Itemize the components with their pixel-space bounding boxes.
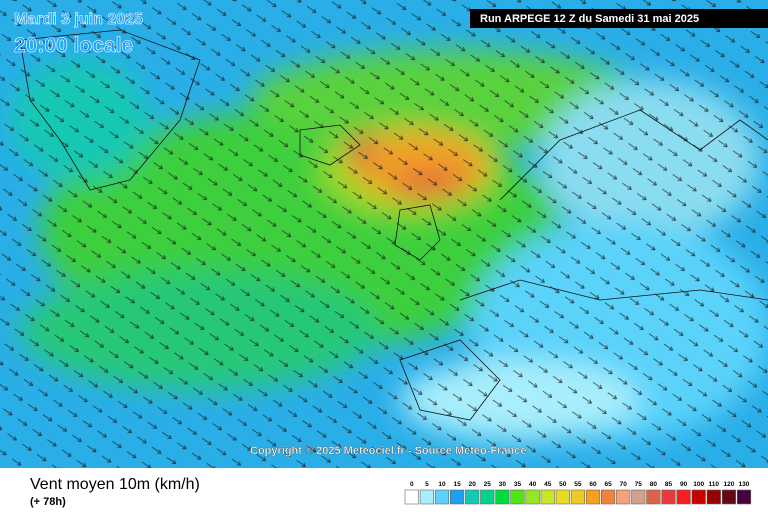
run-box xyxy=(470,9,768,28)
legend-value: 35 xyxy=(514,481,522,488)
legend-swatch xyxy=(616,489,631,505)
legend-swatch xyxy=(661,489,676,505)
legend-value: 20 xyxy=(469,481,477,488)
legend-swatch xyxy=(525,489,540,505)
legend-swatch xyxy=(540,489,555,505)
legend-swatch xyxy=(691,489,706,505)
legend-value: 90 xyxy=(680,481,688,488)
legend-swatch xyxy=(676,489,691,505)
forecast-lead: (+ 78h) xyxy=(30,496,66,508)
legend-swatch xyxy=(646,489,661,505)
legend-value: 130 xyxy=(739,481,750,488)
legend-swatch xyxy=(706,489,721,505)
date: Mardi 3 juin 2025 xyxy=(14,11,143,28)
time: 20:00 locale xyxy=(14,34,133,57)
legend-swatch xyxy=(721,489,736,505)
footer-title: Vent moyen 10m (km/h) xyxy=(30,476,200,493)
legend-value: 10 xyxy=(438,481,446,488)
legend-value: 110 xyxy=(709,481,720,488)
copyright: Copyright © 2025 Meteociel.fr - Source M… xyxy=(250,445,526,457)
map-field xyxy=(0,0,768,468)
legend-swatch xyxy=(600,489,616,505)
legend-value: 25 xyxy=(484,481,492,488)
legend-swatch xyxy=(510,489,525,505)
legend-value: 75 xyxy=(635,481,643,488)
legend-swatch xyxy=(736,489,752,505)
legend-value: 30 xyxy=(499,481,507,488)
legend-value: 60 xyxy=(589,481,597,488)
legend-value: 0 xyxy=(410,481,414,488)
legend-swatch xyxy=(449,489,465,505)
run-label: Run ARPEGE 12 Z du Samedi 31 mai 2025 xyxy=(480,13,699,25)
legend-swatch xyxy=(434,489,450,505)
legend-swatch xyxy=(480,489,495,505)
legend-value: 85 xyxy=(665,481,673,488)
legend-swatch xyxy=(404,489,419,505)
legend-value: 65 xyxy=(604,481,612,488)
legend-value: 70 xyxy=(620,481,628,488)
legend-value: 50 xyxy=(559,481,567,488)
legend-value: 100 xyxy=(693,481,704,488)
legend-swatch xyxy=(419,489,435,505)
legend-value: 120 xyxy=(723,481,734,488)
legend-swatch xyxy=(570,489,585,505)
legend-value: 55 xyxy=(574,481,582,488)
legend-swatch xyxy=(495,489,510,505)
legend-value: 15 xyxy=(453,481,461,488)
legend: 0 5 10 15 20 25 30 35 40 45 50 55 60 65 70 75 80 85 90 100 1… xyxy=(404,481,752,505)
legend-value: 45 xyxy=(544,481,552,488)
legend-value: 40 xyxy=(529,481,537,488)
legend-swatch xyxy=(585,489,601,505)
legend-swatch xyxy=(465,489,480,505)
legend-swatch xyxy=(631,489,646,505)
legend-value: 5 xyxy=(425,481,429,488)
legend-value: 80 xyxy=(650,481,658,488)
legend-swatch xyxy=(555,489,570,505)
